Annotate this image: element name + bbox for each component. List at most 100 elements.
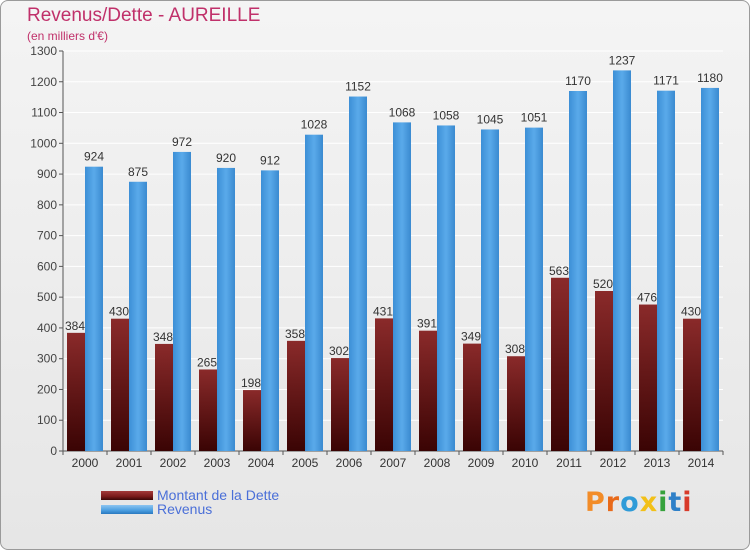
logo-letter: x [639, 487, 659, 518]
data-label-revenus: 1051 [521, 111, 548, 125]
x-tick-label: 2000 [72, 456, 99, 470]
x-tick-label: 2007 [380, 456, 407, 470]
bar-dette [375, 318, 393, 451]
data-label-revenus: 1180 [697, 71, 723, 85]
bar-revenus [261, 170, 279, 451]
x-tick-label: 2008 [424, 456, 451, 470]
data-label-revenus: 1058 [433, 108, 460, 122]
bar-dette [287, 340, 305, 451]
data-label-revenus: 1028 [301, 118, 328, 132]
y-tick-label: 900 [37, 167, 57, 181]
bar-revenus [525, 127, 543, 451]
y-tick-label: 100 [37, 413, 57, 427]
bar-revenus [481, 129, 499, 451]
y-tick-label: 700 [37, 229, 57, 243]
data-label-revenus: 1152 [345, 80, 371, 94]
x-tick-label: 2012 [600, 456, 627, 470]
y-tick-label: 300 [37, 352, 57, 366]
y-tick-label: 1100 [31, 106, 57, 120]
y-tick-label: 500 [37, 290, 57, 304]
logo-letter: r [605, 487, 621, 518]
legend-swatch-dette [101, 491, 153, 500]
bar-dette [331, 358, 349, 451]
data-label-revenus: 1170 [565, 74, 591, 88]
x-tick-label: 2011 [556, 456, 582, 470]
logo-letter: t [668, 487, 683, 518]
y-tick-label: 600 [37, 259, 57, 273]
bar-dette [243, 390, 261, 451]
legend-swatch-revenus [101, 505, 153, 514]
x-tick-label: 2006 [336, 456, 363, 470]
data-label-revenus: 912 [260, 153, 280, 167]
data-label-revenus: 1237 [609, 53, 636, 67]
logo-letter: i [658, 487, 669, 518]
legend-label-revenus: Revenus [157, 501, 213, 517]
x-tick-label: 2010 [512, 456, 539, 470]
legend-label-dette: Montant de la Dette [157, 487, 280, 503]
data-label-dette: 391 [417, 317, 437, 331]
bar-revenus [349, 96, 367, 452]
x-tick-label: 2009 [468, 456, 495, 470]
y-tick-label: 0 [50, 444, 57, 458]
data-label-dette: 349 [461, 330, 481, 344]
y-tick-label: 400 [37, 321, 57, 335]
bar-dette [507, 356, 525, 451]
x-tick-label: 2002 [160, 456, 187, 470]
bar-revenus [701, 87, 719, 451]
bar-revenus [437, 125, 455, 451]
data-label-revenus: 1171 [653, 74, 679, 88]
data-label-dette: 430 [109, 305, 129, 319]
bar-dette [155, 343, 173, 451]
data-label-revenus: 924 [84, 150, 104, 164]
data-label-dette: 348 [153, 330, 173, 344]
logo-letter: o [620, 487, 640, 518]
data-label-dette: 384 [65, 319, 85, 333]
y-tick-label: 1000 [30, 136, 57, 150]
bar-revenus [569, 91, 587, 451]
bar-dette [111, 318, 129, 451]
chart-subtitle: (en milliers d'€) [27, 29, 108, 43]
data-label-dette: 431 [373, 304, 393, 318]
x-tick-label: 2001 [116, 456, 143, 470]
proxiti-logo: Proxiti [585, 487, 693, 518]
x-tick-label: 2013 [644, 456, 671, 470]
bar-dette [419, 330, 437, 451]
bar-dette [683, 318, 701, 451]
bar-dette [199, 369, 217, 451]
bar-dette [67, 332, 85, 451]
y-tick-label: 1200 [30, 75, 57, 89]
data-label-revenus: 972 [172, 135, 192, 149]
bar-revenus [217, 167, 235, 451]
bar-revenus [393, 122, 411, 451]
chart-title: Revenus/Dette - AUREILLE [27, 5, 261, 26]
y-tick-label: 1300 [30, 44, 57, 58]
y-tick-label: 800 [37, 198, 57, 212]
logo-letter: P [585, 487, 606, 518]
data-label-dette: 308 [505, 342, 525, 356]
bar-dette [463, 343, 481, 451]
x-tick-label: 2003 [204, 456, 231, 470]
data-label-revenus: 920 [216, 151, 236, 165]
data-label-dette: 563 [549, 264, 569, 278]
data-label-dette: 476 [637, 291, 657, 305]
bar-dette [551, 277, 569, 451]
data-label-revenus: 1045 [477, 112, 504, 126]
logo-letter: i [682, 487, 693, 518]
bar-revenus [305, 134, 323, 451]
bar-revenus [85, 166, 103, 451]
data-label-dette: 302 [329, 344, 349, 358]
data-label-dette: 198 [241, 376, 261, 390]
x-tick-label: 2005 [292, 456, 319, 470]
bar-dette [639, 304, 657, 451]
bar-revenus [173, 151, 191, 451]
x-tick-label: 2004 [248, 456, 275, 470]
y-tick-label: 200 [37, 382, 57, 396]
data-label-dette: 520 [593, 277, 613, 291]
bar-dette [595, 291, 613, 451]
x-tick-label: 2014 [688, 456, 715, 470]
bar-revenus [657, 90, 675, 451]
data-label-revenus: 875 [128, 165, 148, 179]
data-label-dette: 358 [285, 327, 305, 341]
